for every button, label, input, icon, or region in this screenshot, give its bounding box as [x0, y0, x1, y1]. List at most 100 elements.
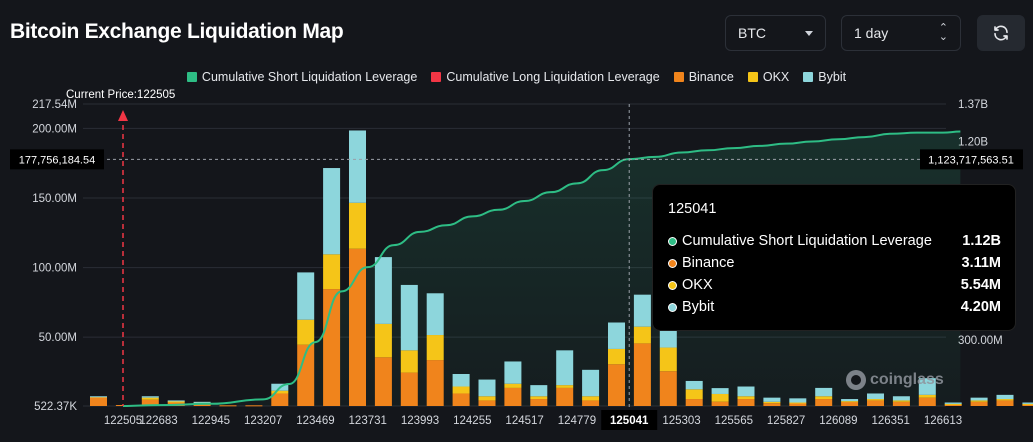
bar-segment-bybit [867, 393, 884, 400]
legend-item-cumulative-long[interactable]: Cumulative Long Liquidation Leverage [431, 70, 660, 84]
bar-segment-binance [193, 403, 211, 406]
bar-segment-bybit [167, 400, 185, 402]
refresh-button[interactable] [977, 15, 1025, 51]
legend-item-binance[interactable]: Binance [673, 70, 734, 84]
bar-segment-bybit [452, 373, 470, 387]
bar-segment-binance [970, 401, 988, 406]
bar-segment-okx [789, 402, 807, 404]
bar-segment-binance [400, 372, 418, 406]
bar-segment-bybit [918, 378, 936, 395]
bar-segment-binance [711, 401, 729, 406]
bar-segment-okx [582, 396, 600, 401]
bar-segment-binance [582, 400, 600, 406]
legend-swatch [673, 72, 684, 82]
bar-segment-bybit [608, 322, 625, 349]
x-axis-tick-label: 123731 [349, 415, 387, 427]
crosshair-right-badge [920, 149, 1023, 170]
tooltip-row: Bybit 4.20M [668, 299, 1001, 315]
refresh-icon [994, 25, 1008, 41]
bar-segment-okx [763, 401, 781, 404]
symbol-select-value: BTC [738, 25, 766, 41]
bar-segment-binance [374, 357, 392, 406]
bar-segment-okx [711, 393, 729, 402]
bar-segment-bybit [1022, 402, 1033, 404]
bar-segment-binance [271, 393, 289, 406]
range-select-value: 1 day [854, 25, 889, 41]
bar-segment-binance [297, 344, 315, 406]
bar-segment-okx [426, 335, 444, 361]
bar-segment-binance [633, 343, 651, 406]
current-price-label: Current Price:122505 [66, 89, 175, 101]
bar-segment-bybit [737, 386, 755, 397]
bar-segment-okx [400, 350, 418, 373]
tooltip-row: Cumulative Short Liquidation Leverage 1.… [668, 233, 1001, 249]
bar-segment-bybit [530, 385, 548, 397]
x-axis-tick-label: 124517 [505, 415, 543, 427]
bar-segment-binance [245, 405, 263, 407]
legend-item-okx[interactable]: OKX [747, 70, 790, 84]
chart-tooltip: 125041 Cumulative Short Liquidation Leve… [652, 184, 1016, 331]
bar-segment-bybit [556, 350, 574, 386]
left-axis-tick-label: 522.37K [34, 401, 77, 413]
bar-segment-bybit [478, 379, 496, 397]
bar-segment-binance [918, 397, 936, 406]
bar-segment-binance [737, 399, 755, 406]
bar-segment-bybit [841, 399, 859, 402]
right-axis-tick-label: 300.00M [958, 335, 1003, 347]
bar-segment-okx [892, 400, 910, 402]
bar-segment-binance [867, 400, 884, 406]
x-axis-tick-label: 126351 [872, 415, 910, 427]
bar-segment-binance [996, 400, 1014, 406]
bar-segment-okx [685, 389, 703, 400]
chart-legend: Cumulative Short Liquidation Leverage Cu… [0, 70, 1033, 84]
legend-label: Bybit [818, 70, 847, 84]
bar-segment-okx [1022, 403, 1033, 405]
x-axis-tick-label: 122945 [192, 415, 230, 427]
tooltip-row-value: 3.11M [961, 255, 1002, 271]
bar-segment-binance [478, 400, 496, 406]
tooltip-row-value: 4.20M [960, 299, 1001, 315]
bar-segment-bybit [789, 398, 807, 403]
x-axis-tick-label: 123207 [244, 415, 282, 427]
bar-segment-bybit [426, 293, 444, 336]
x-axis-tick-label: 124255 [453, 415, 491, 427]
left-axis-tick-label: 100.00M [32, 263, 77, 275]
crosshair-left-value: 177,756,184.54 [19, 154, 95, 166]
legend-item-bybit[interactable]: Bybit [803, 70, 846, 84]
left-axis-tick-label: 50.00M [39, 332, 77, 344]
tooltip-row-name: Binance [682, 255, 735, 271]
bar-segment-okx [841, 401, 859, 403]
legend-item-cumulative-short[interactable]: Cumulative Short Liquidation Leverage [186, 70, 417, 84]
symbol-select[interactable]: BTC [725, 15, 826, 51]
tooltip-title: 125041 [668, 201, 717, 217]
watermark-text: coinglass [870, 371, 944, 388]
bar-segment-bybit [323, 168, 341, 255]
tooltip-row-name: OKX [682, 277, 713, 293]
page-title: Bitcoin Exchange Liquidation Map [10, 20, 344, 43]
right-axis-tick-label: 1.37B [958, 99, 988, 111]
x-axis-tick-label: 122505 [104, 415, 142, 427]
legend-swatch [803, 72, 814, 82]
x-axis-tick-label: 125827 [767, 415, 805, 427]
bar-segment-binance [815, 399, 833, 406]
tooltip-dot [668, 258, 677, 268]
left-axis-tick-label: 200.00M [32, 123, 77, 135]
tooltip-dot [668, 236, 677, 246]
bar-segment-okx [452, 386, 470, 394]
bar-segment-bybit [297, 272, 315, 320]
bar-segment-okx [323, 254, 341, 290]
bar-segment-bybit [349, 130, 366, 203]
x-axis-tick-label: 124779 [558, 415, 596, 427]
legend-label: OKX [762, 70, 790, 84]
bar-segment-okx [478, 396, 496, 401]
bar-segment-bybit [711, 388, 729, 394]
bar-segment-okx [918, 394, 936, 398]
x-axis-tick-label: 123993 [401, 415, 439, 427]
bar-segment-bybit [633, 294, 651, 327]
coinglass-logo-icon [846, 370, 866, 390]
cumulative-short-line [122, 130, 961, 407]
bar-segment-okx [349, 202, 366, 249]
bar-segment-binance [504, 387, 522, 406]
bar-segment-okx [608, 348, 625, 365]
range-select[interactable]: 1 day ⌃ ⌄ [841, 15, 961, 51]
